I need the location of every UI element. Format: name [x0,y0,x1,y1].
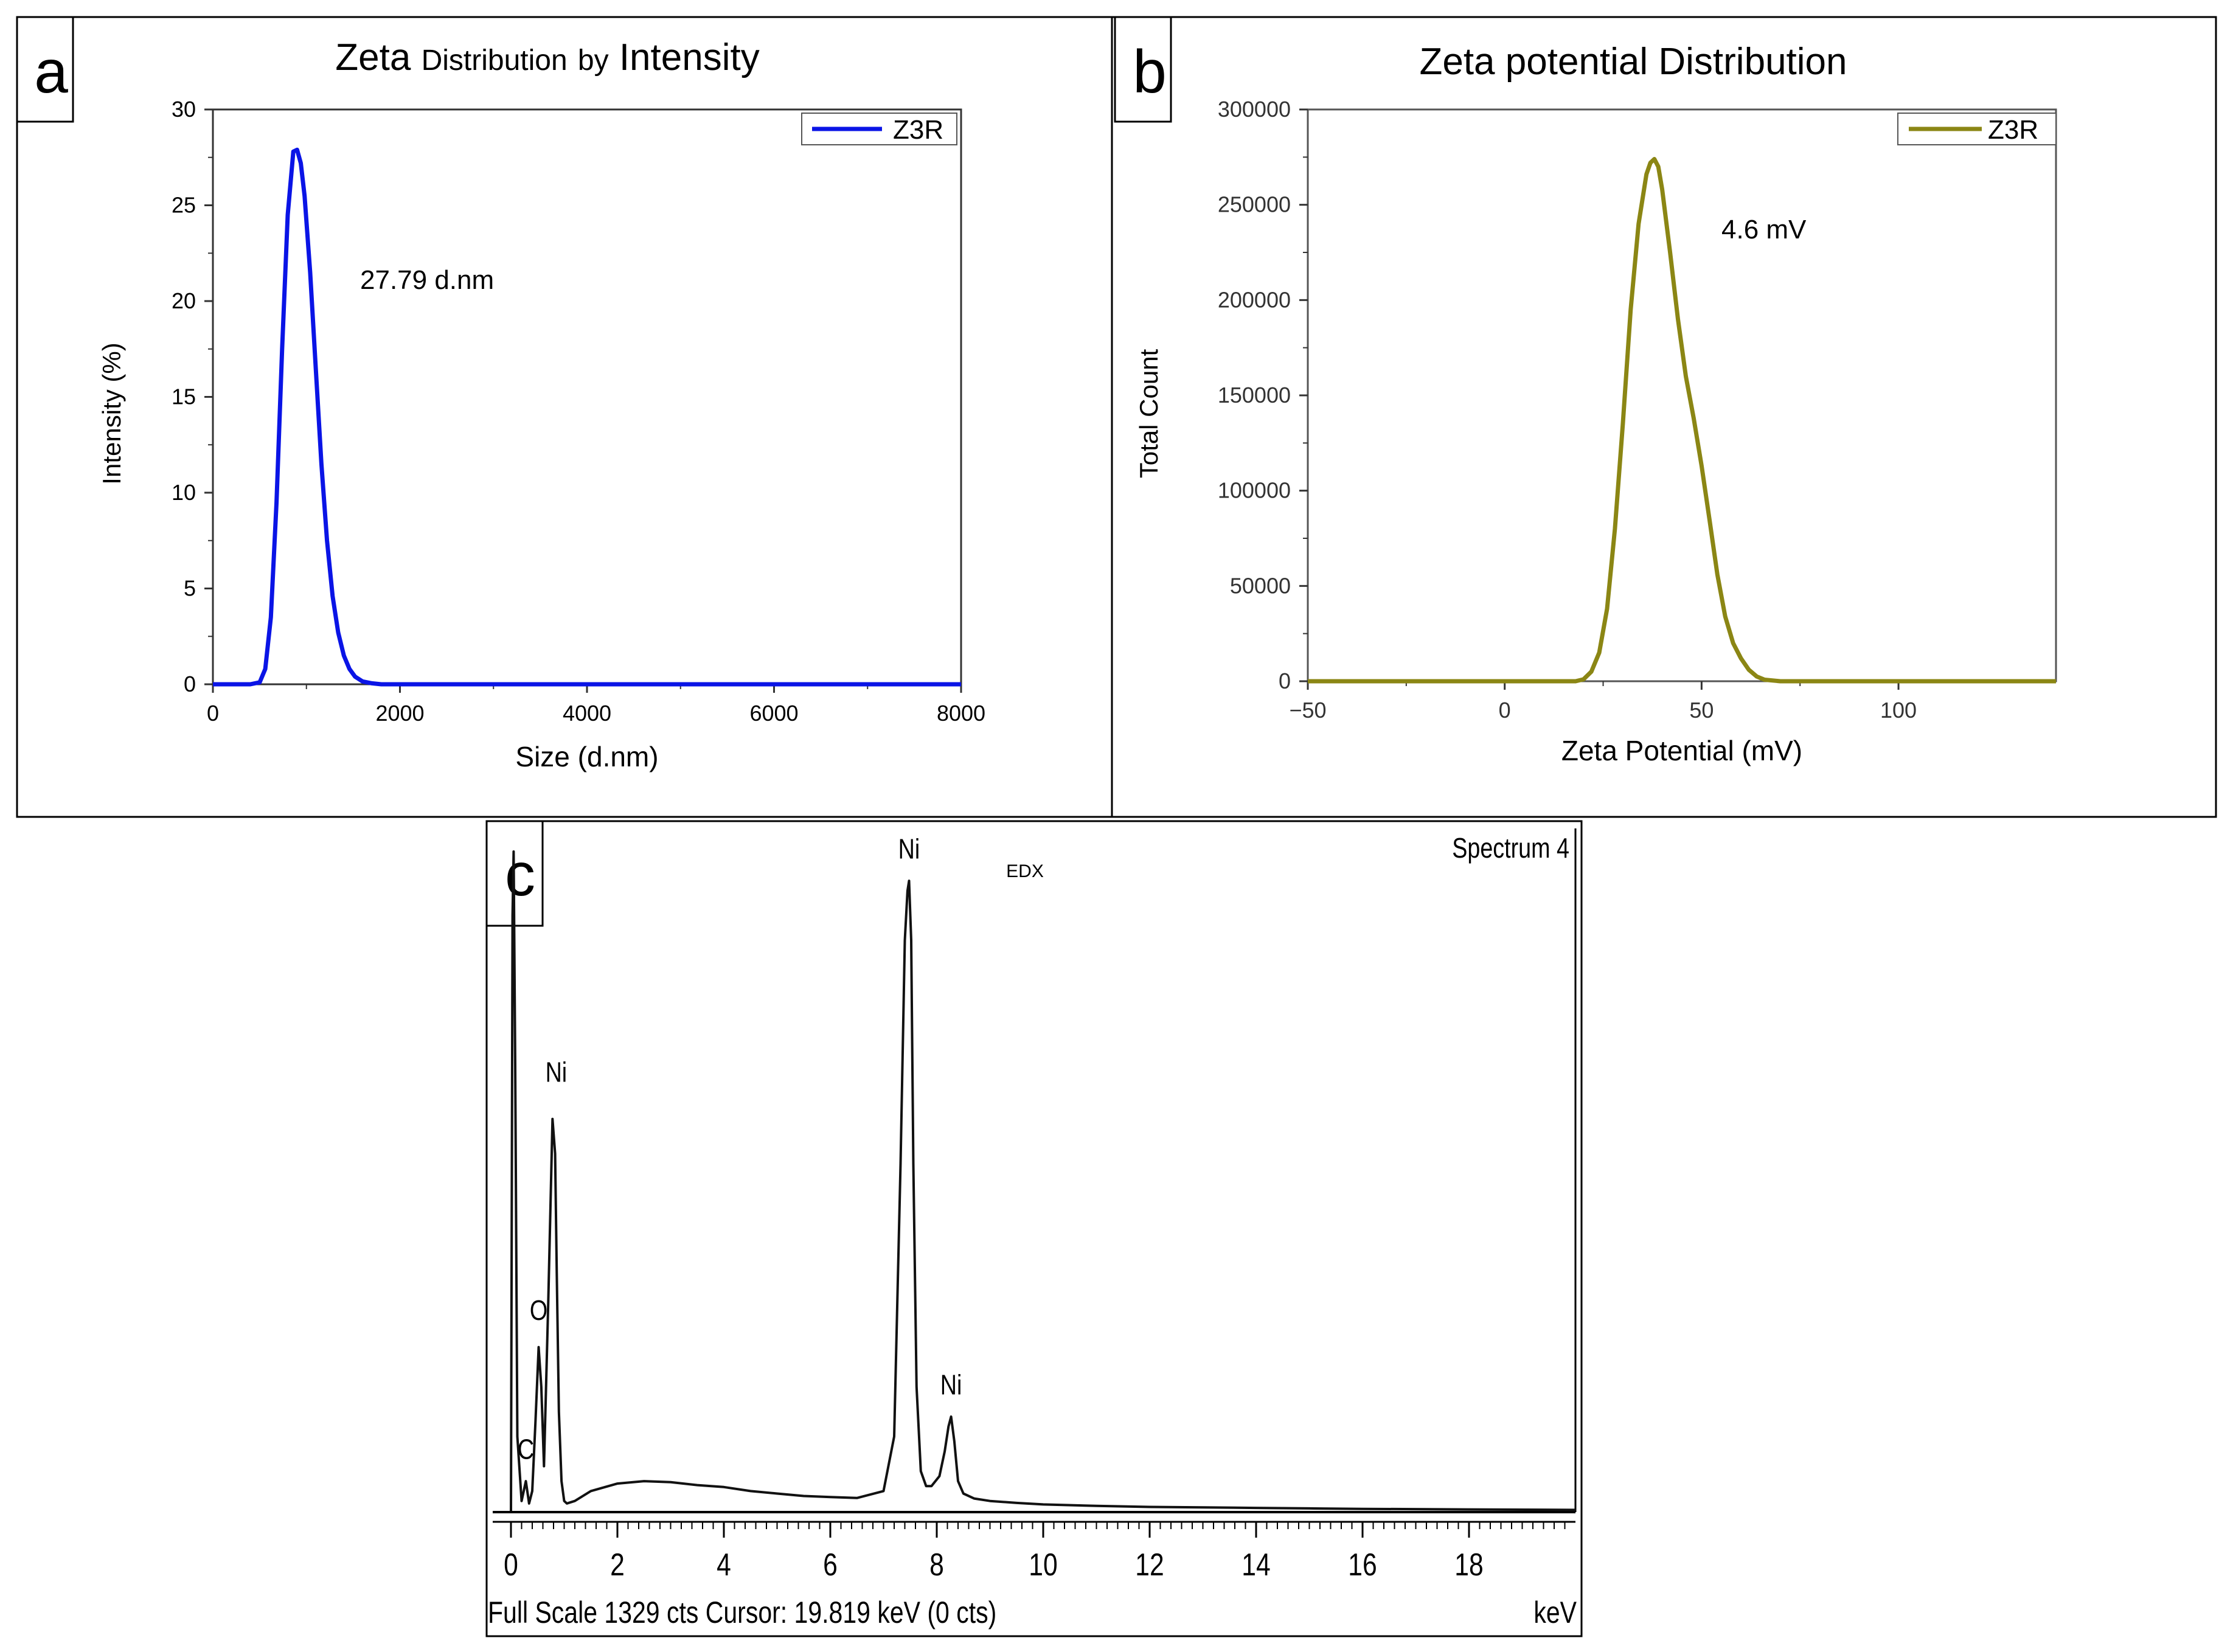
chart-a-legend-label: Z3R [893,115,943,145]
c-tick-label: 8 [929,1547,944,1583]
c-tick-label: 0 [504,1547,518,1583]
x-tick-label: 4000 [563,701,611,726]
chart-a: Zeta Distribution by Intensity 0 2000 4000… [97,36,985,772]
y-tick-label: 250000 [1218,192,1291,217]
y-tick-label: 30 [172,97,196,122]
x-tick-label: 8000 [937,701,985,726]
y-tick-label: 10 [172,480,196,505]
x-tick-label: 50 [1689,698,1714,723]
c-peak-label: Ni [940,1369,962,1400]
y-tick-label: 5 [184,576,196,601]
c-peak-label: C [518,1434,534,1465]
chart-c-spectrum-label: Spectrum 4 [1452,832,1569,863]
chart-b-ylabel: Total Count [1134,349,1163,478]
panel-b-label-box [1114,16,1172,123]
chart-a-annotation: 27.79 d.nm [360,265,494,295]
x-tick-label: 0 [1499,698,1511,723]
y-tick-label: 300000 [1218,97,1291,122]
chart-a-title: Zeta Distribution by Intensity [335,36,759,78]
chart-a-title-part-3: by [578,44,609,77]
c-tick-label: 18 [1454,1547,1483,1583]
y-tick-label: 200000 [1218,287,1291,312]
c-peak-label: Ni [546,1057,568,1088]
chart-a-xlabel: Size (d.nm) [515,741,658,772]
chart-c-spectrum-line [510,850,1576,1511]
chart-b-series-line [1308,157,2056,684]
chart-a-title-part-1: Zeta [335,36,411,78]
chart-c-xlabel: keV [1533,1595,1577,1629]
y-tick-label: 25 [172,193,196,218]
chart-a-ylabel: Intensity (%) [97,342,126,484]
chart-c-ticks: 0 2 4 6 8 10 12 14 16 18 [504,1522,1566,1583]
chart-b-annotation: 4.6 mV [1721,215,1807,245]
x-tick-label: 2000 [375,701,424,726]
x-tick-label: −50 [1289,698,1326,723]
chart-c-peak-labels: C O Ni Ni Ni [518,833,962,1465]
y-tick-label: 15 [172,384,196,409]
chart-b-xlabel: Zeta Potential (mV) [1561,735,1802,766]
c-tick-label: 12 [1135,1547,1164,1583]
y-tick-label: 150000 [1218,383,1291,408]
c-tick-label: 6 [823,1547,838,1583]
x-tick-label: 100 [1880,698,1917,723]
chart-c-title: EDX [1006,861,1044,881]
chart-b-legend-label: Z3R [1988,115,2038,145]
x-tick-label: 6000 [749,701,798,726]
panel-b-frame [1111,16,2217,818]
chart-b-plot-area [1307,108,2057,682]
panel-a-label-box [16,16,74,123]
y-tick-label: 0 [1279,668,1291,693]
y-tick-label: 100000 [1218,478,1291,503]
chart-c-footer: Full Scale 1329 cts Cursor: 19.819 keV (… [488,1595,996,1629]
c-tick-label: 4 [717,1547,731,1583]
chart-b: Zeta potential Distribution −50 0 50 100 0 50… [1134,41,2057,766]
y-tick-label: 0 [184,672,196,696]
chart-a-plot-area [212,108,962,685]
chart-b-ticks: −50 0 50 100 0 50000 100000 150000 200000 250000 3… [1218,97,1917,723]
chart-a-ticks: 0 2000 4000 6000 8000 0 5 10 15 20 25 30 [172,97,985,726]
panel-c-label: c [505,841,535,909]
chart-a-title-part-2: Distribution [422,44,568,77]
c-tick-label: 10 [1029,1547,1057,1583]
y-tick-label: 20 [172,288,196,313]
y-tick-label: 50000 [1230,573,1291,598]
panel-c-frame [485,820,1583,1637]
c-tick-label: 2 [610,1547,625,1583]
c-tick-label: 16 [1348,1547,1377,1583]
chart-b-title: Zeta potential Distribution [1419,41,1847,83]
x-tick-label: 0 [207,701,219,726]
c-tick-label: 14 [1242,1547,1270,1583]
c-peak-label: Ni [898,833,920,864]
c-peak-label: O [530,1295,547,1326]
panel-a-label: a [34,38,68,106]
chart-a-series-line [213,147,961,687]
panel-b-label: b [1133,38,1167,106]
chart-a-title-part-4: Intensity [619,36,760,78]
